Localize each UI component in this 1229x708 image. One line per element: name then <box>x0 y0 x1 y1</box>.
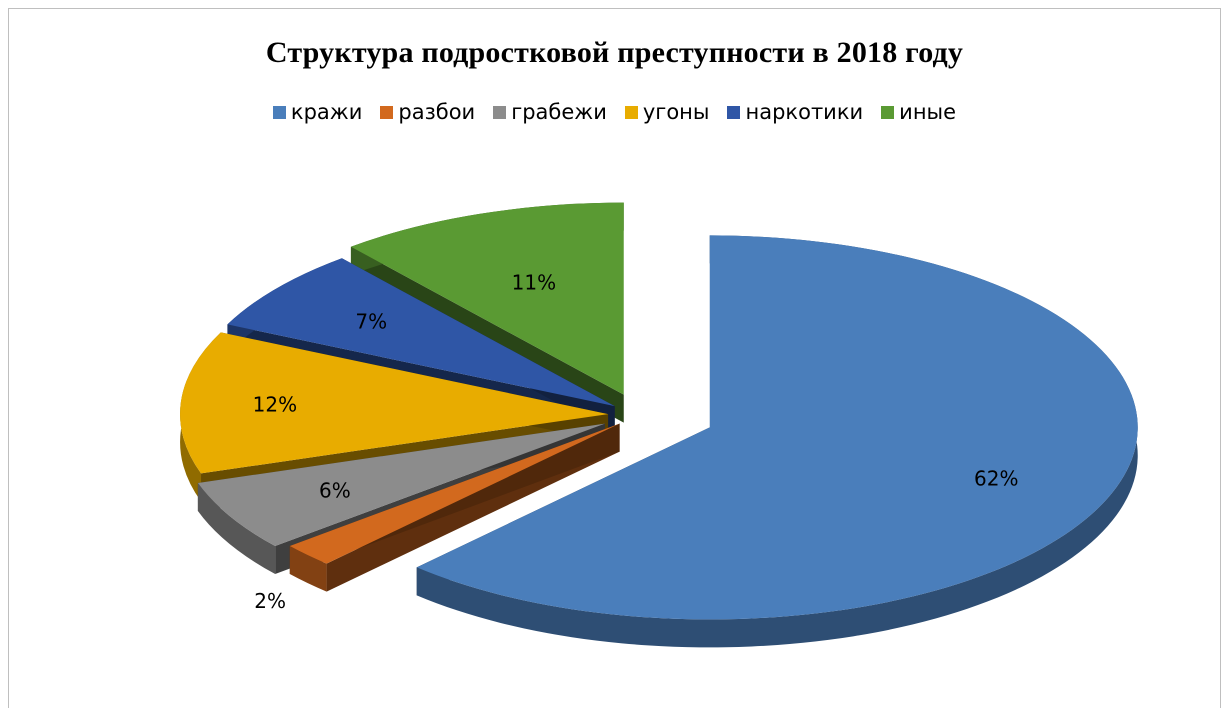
data-label-5: 11% <box>512 271 556 295</box>
slice-tops <box>180 203 1138 620</box>
data-label-3: 12% <box>253 393 297 417</box>
data-label-4: 7% <box>355 309 387 333</box>
data-label-1: 2% <box>254 589 286 613</box>
data-label-2: 6% <box>319 478 351 502</box>
data-label-0: 62% <box>974 466 1018 490</box>
